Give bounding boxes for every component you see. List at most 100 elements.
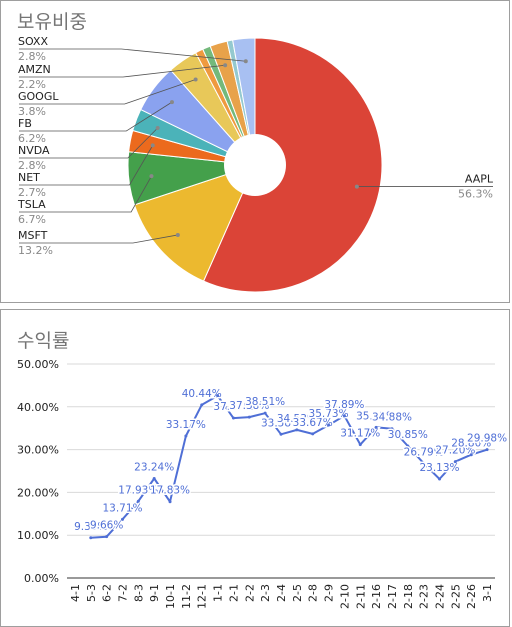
data-label: 37.89% (324, 399, 364, 411)
y-tick-label: 0.00% (24, 572, 59, 585)
pie-leader-line (19, 145, 154, 186)
x-tick-label: 1-1 (212, 584, 225, 602)
data-point (453, 460, 457, 464)
pie-leader-dot (150, 143, 155, 148)
pie-label-name: SOXX (18, 35, 48, 48)
pie-label-pct: 3.8% (18, 105, 46, 118)
data-point (422, 461, 426, 465)
y-tick-label: 40.00% (17, 401, 59, 414)
pie-leader-line (19, 175, 152, 213)
pie-label-name: FB (18, 117, 32, 130)
pie-leader-dot (175, 232, 180, 237)
data-point (390, 427, 394, 431)
data-label: 17.93% (118, 484, 158, 496)
pie-slice-msft (133, 164, 256, 282)
data-label: 34.53% (277, 413, 317, 425)
y-tick-label: 10.00% (17, 529, 59, 542)
data-label: 26.79% (404, 446, 444, 458)
data-point (231, 416, 235, 420)
data-label: 28.80% (451, 438, 491, 450)
x-tick-label: 8-3 (132, 584, 145, 602)
x-tick-label: 2-5 (291, 584, 304, 602)
data-label: 9.66% (90, 520, 123, 532)
data-point (120, 517, 124, 521)
x-tick-label: 2-23 (418, 584, 431, 609)
pie-label-pct: 6.7% (18, 213, 46, 226)
x-tick-label: 12-1 (196, 584, 209, 609)
pie-label-pct: 13.2% (18, 244, 53, 257)
data-point (184, 434, 188, 438)
data-point (152, 477, 156, 481)
pie-label-soxx: SOXX 2.8% (18, 35, 248, 64)
data-label: 27.20% (435, 445, 475, 457)
x-tick-label: 2-11 (354, 584, 367, 609)
x-tick-label: 2-1 (227, 584, 240, 602)
y-tick-label: 50.00% (17, 358, 59, 371)
data-label: 31.17% (340, 428, 380, 440)
data-point (358, 443, 362, 447)
pie-leader-dot (193, 77, 198, 82)
pie-leader-dot (155, 125, 160, 130)
data-label: 34.88% (372, 412, 412, 424)
data-label: 17.83% (150, 485, 190, 497)
pie-label-pct: 56.3% (458, 188, 493, 201)
data-point (406, 444, 410, 448)
line-chart-panel: 수익률 0.00% 10.00% 20.00% 30.00% 40.00% 50.00% 4… (0, 309, 510, 627)
pie-slice-aapl (202, 37, 383, 293)
pie-label-pct: 2.8% (18, 50, 46, 63)
pie-label-pct: 2.2% (18, 78, 46, 91)
data-label: 23.13% (419, 462, 459, 474)
data-label: 33.17% (166, 419, 206, 431)
pie-leader-line (19, 127, 158, 159)
data-label: 9.39% (74, 521, 107, 533)
x-tick-label: 2-3 (259, 584, 272, 602)
series-line (90, 394, 488, 539)
x-tick-label: 2-24 (434, 584, 447, 609)
x-tick-label: 9-1 (148, 584, 161, 602)
data-label: 40.44% (182, 388, 222, 400)
pie-label-fb: FB 6.2% (18, 100, 174, 145)
x-tick-label: 7-2 (116, 584, 129, 602)
data-point (279, 432, 283, 436)
x-tick-label: 11-2 (180, 584, 193, 609)
data-label: 38.51% (245, 396, 285, 408)
x-tick-label: 2-26 (465, 584, 478, 609)
x-tick-label: 10-1 (164, 584, 177, 609)
pie-slice-soxx (232, 37, 256, 166)
pie-label-name: GOOGL (18, 90, 59, 103)
pie-label-name: MSFT (18, 229, 48, 242)
x-tick-label: 2-10 (338, 584, 351, 609)
data-point (327, 423, 331, 427)
data-point (469, 453, 473, 457)
data-point (438, 477, 442, 481)
pie-leader-dot (354, 184, 359, 189)
data-label: 29.98% (467, 433, 507, 445)
x-tick-label: 6-2 (101, 584, 114, 602)
data-label: 35.73% (309, 408, 349, 420)
pie-label-pct: 2.7% (18, 186, 46, 199)
line-chart: 0.00% 10.00% 20.00% 30.00% 40.00% 50.00% 4-1 5-… (17, 358, 509, 609)
data-point (485, 448, 489, 452)
y-tick-label: 30.00% (17, 444, 59, 457)
pie-leader-dot (169, 100, 174, 105)
data-point (247, 415, 251, 419)
pie-label-name: NVDA (18, 144, 50, 157)
data-point (136, 499, 140, 503)
pie-label-name: TSLA (17, 198, 46, 211)
pie-label-aapl: AAPL 56.3% (354, 173, 494, 201)
x-tick-label: 3-1 (481, 584, 494, 602)
data-point (216, 394, 220, 398)
x-tick-label: 2-8 (307, 584, 320, 602)
line-chart-title: 수익률 (17, 330, 70, 352)
donut-hole (224, 134, 286, 196)
pie-label-tsla: TSLA 6.7% (17, 174, 154, 226)
y-tick-label: 20.00% (17, 486, 59, 499)
data-point (168, 500, 172, 504)
x-tick-label: 5-3 (85, 584, 98, 602)
x-tick-label: 2-9 (323, 584, 336, 602)
pie-label-nvda: NVDA 2.8% (18, 125, 160, 172)
pie-label-pct: 2.8% (18, 159, 46, 172)
pie-chart: AAPL 56.3% MSFT 13.2% TSLA 6.7% NET 2.7% NVDA 2.8… (17, 35, 494, 293)
x-tick-label: 2-16 (370, 584, 383, 609)
pie-label-googl: GOOGL 3.8% (18, 77, 198, 118)
